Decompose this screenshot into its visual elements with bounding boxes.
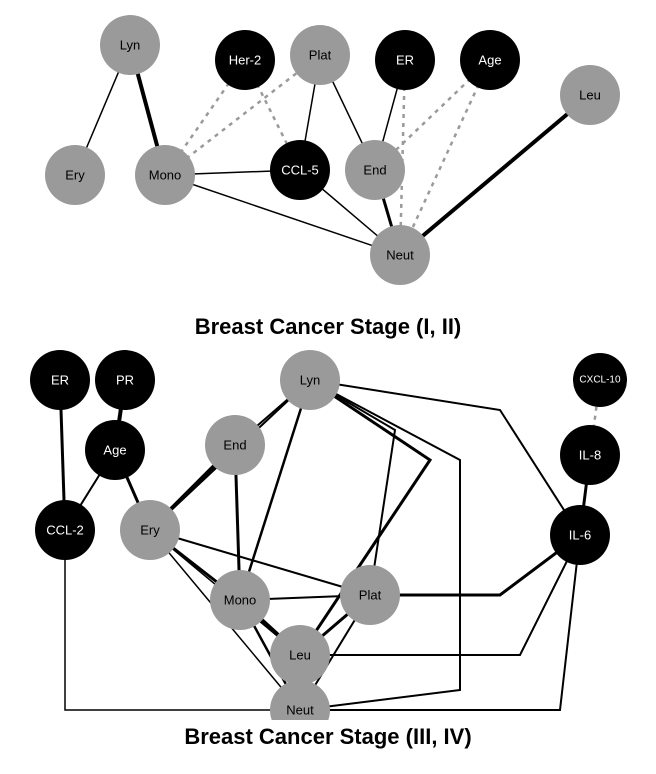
node-Age: Age xyxy=(85,420,145,480)
node-label-Leu: Leu xyxy=(579,88,601,103)
node-Mono: Mono xyxy=(210,570,270,630)
edge-Neut-IL6 xyxy=(300,535,580,710)
node-Leu: Leu xyxy=(270,625,330,685)
node-Leu: Leu xyxy=(560,65,620,125)
node-Ery: Ery xyxy=(120,500,180,560)
node-label-IL8: IL-8 xyxy=(579,448,601,463)
node-Age: Age xyxy=(460,30,520,90)
node-label-Lyn: Lyn xyxy=(120,38,140,53)
edge-Age-Neut xyxy=(400,60,490,255)
node-label-ER: ER xyxy=(396,53,414,68)
node-label-Mono: Mono xyxy=(224,593,257,608)
edge-Leu-Neut xyxy=(400,95,590,255)
network-stage-1-2: Lyn Her-2 Plat ER Age Leu Ery Mono CCL-5 End Neut xyxy=(0,0,656,310)
node-Lyn: Lyn xyxy=(100,15,160,75)
node-label-Plat: Plat xyxy=(309,48,332,63)
node-label-Mono: Mono xyxy=(149,168,182,183)
node-CCL5: CCL-5 xyxy=(270,140,330,200)
node-label-End: End xyxy=(223,438,246,453)
node-label-Plat: Plat xyxy=(359,588,382,603)
node-Ery: Ery xyxy=(45,145,105,205)
node-CXCL10: CXCL-10 xyxy=(573,353,627,407)
caption-stage-1-2: Breast Cancer Stage (I, II) xyxy=(0,314,656,340)
node-label-End: End xyxy=(363,163,386,178)
node-label-Age: Age xyxy=(478,53,501,68)
node-label-CCL2: CCL-2 xyxy=(46,523,84,538)
node-Neut: Neut xyxy=(270,680,330,720)
node-Plat: Plat xyxy=(340,565,400,625)
node-label-CCL5: CCL-5 xyxy=(281,163,319,178)
caption-stage-3-4: Breast Cancer Stage (III, IV) xyxy=(0,724,656,750)
node-Her2: Her-2 xyxy=(215,30,275,90)
node-label-Neut: Neut xyxy=(286,703,314,718)
node-ER: ER xyxy=(375,30,435,90)
node-label-Her2: Her-2 xyxy=(229,53,262,68)
edge-Plat-IL6 xyxy=(370,535,580,595)
node-Lyn: Lyn xyxy=(280,350,340,410)
node-PR: PR xyxy=(95,350,155,410)
edge-Lyn-Plat xyxy=(310,380,395,595)
node-ER: ER xyxy=(30,350,90,410)
node-End: End xyxy=(205,415,265,475)
node-label-Lyn: Lyn xyxy=(300,373,320,388)
node-label-ER: ER xyxy=(51,373,69,388)
node-Plat: Plat xyxy=(290,25,350,85)
node-End: End xyxy=(345,140,405,200)
network-stage-3-4: ER PR Lyn CXCL-10 Age End IL-8 CCL-2 Ery IL-6 Mono… xyxy=(0,340,656,720)
node-label-IL6: IL-6 xyxy=(569,528,591,543)
node-CCL2: CCL-2 xyxy=(35,500,95,560)
node-Mono: Mono xyxy=(135,145,195,205)
figure-container: { "figure": { "width": 656, "height": 77… xyxy=(0,0,656,774)
node-label-Ery: Ery xyxy=(140,523,160,538)
node-label-PR: PR xyxy=(116,373,134,388)
node-label-Age: Age xyxy=(103,443,126,458)
node-IL8: IL-8 xyxy=(560,425,620,485)
node-label-Neut: Neut xyxy=(386,248,414,263)
node-Neut: Neut xyxy=(370,225,430,285)
node-label-CXCL10: CXCL-10 xyxy=(579,375,621,386)
node-label-Ery: Ery xyxy=(65,168,85,183)
node-label-Leu: Leu xyxy=(289,648,311,663)
node-IL6: IL-6 xyxy=(550,505,610,565)
